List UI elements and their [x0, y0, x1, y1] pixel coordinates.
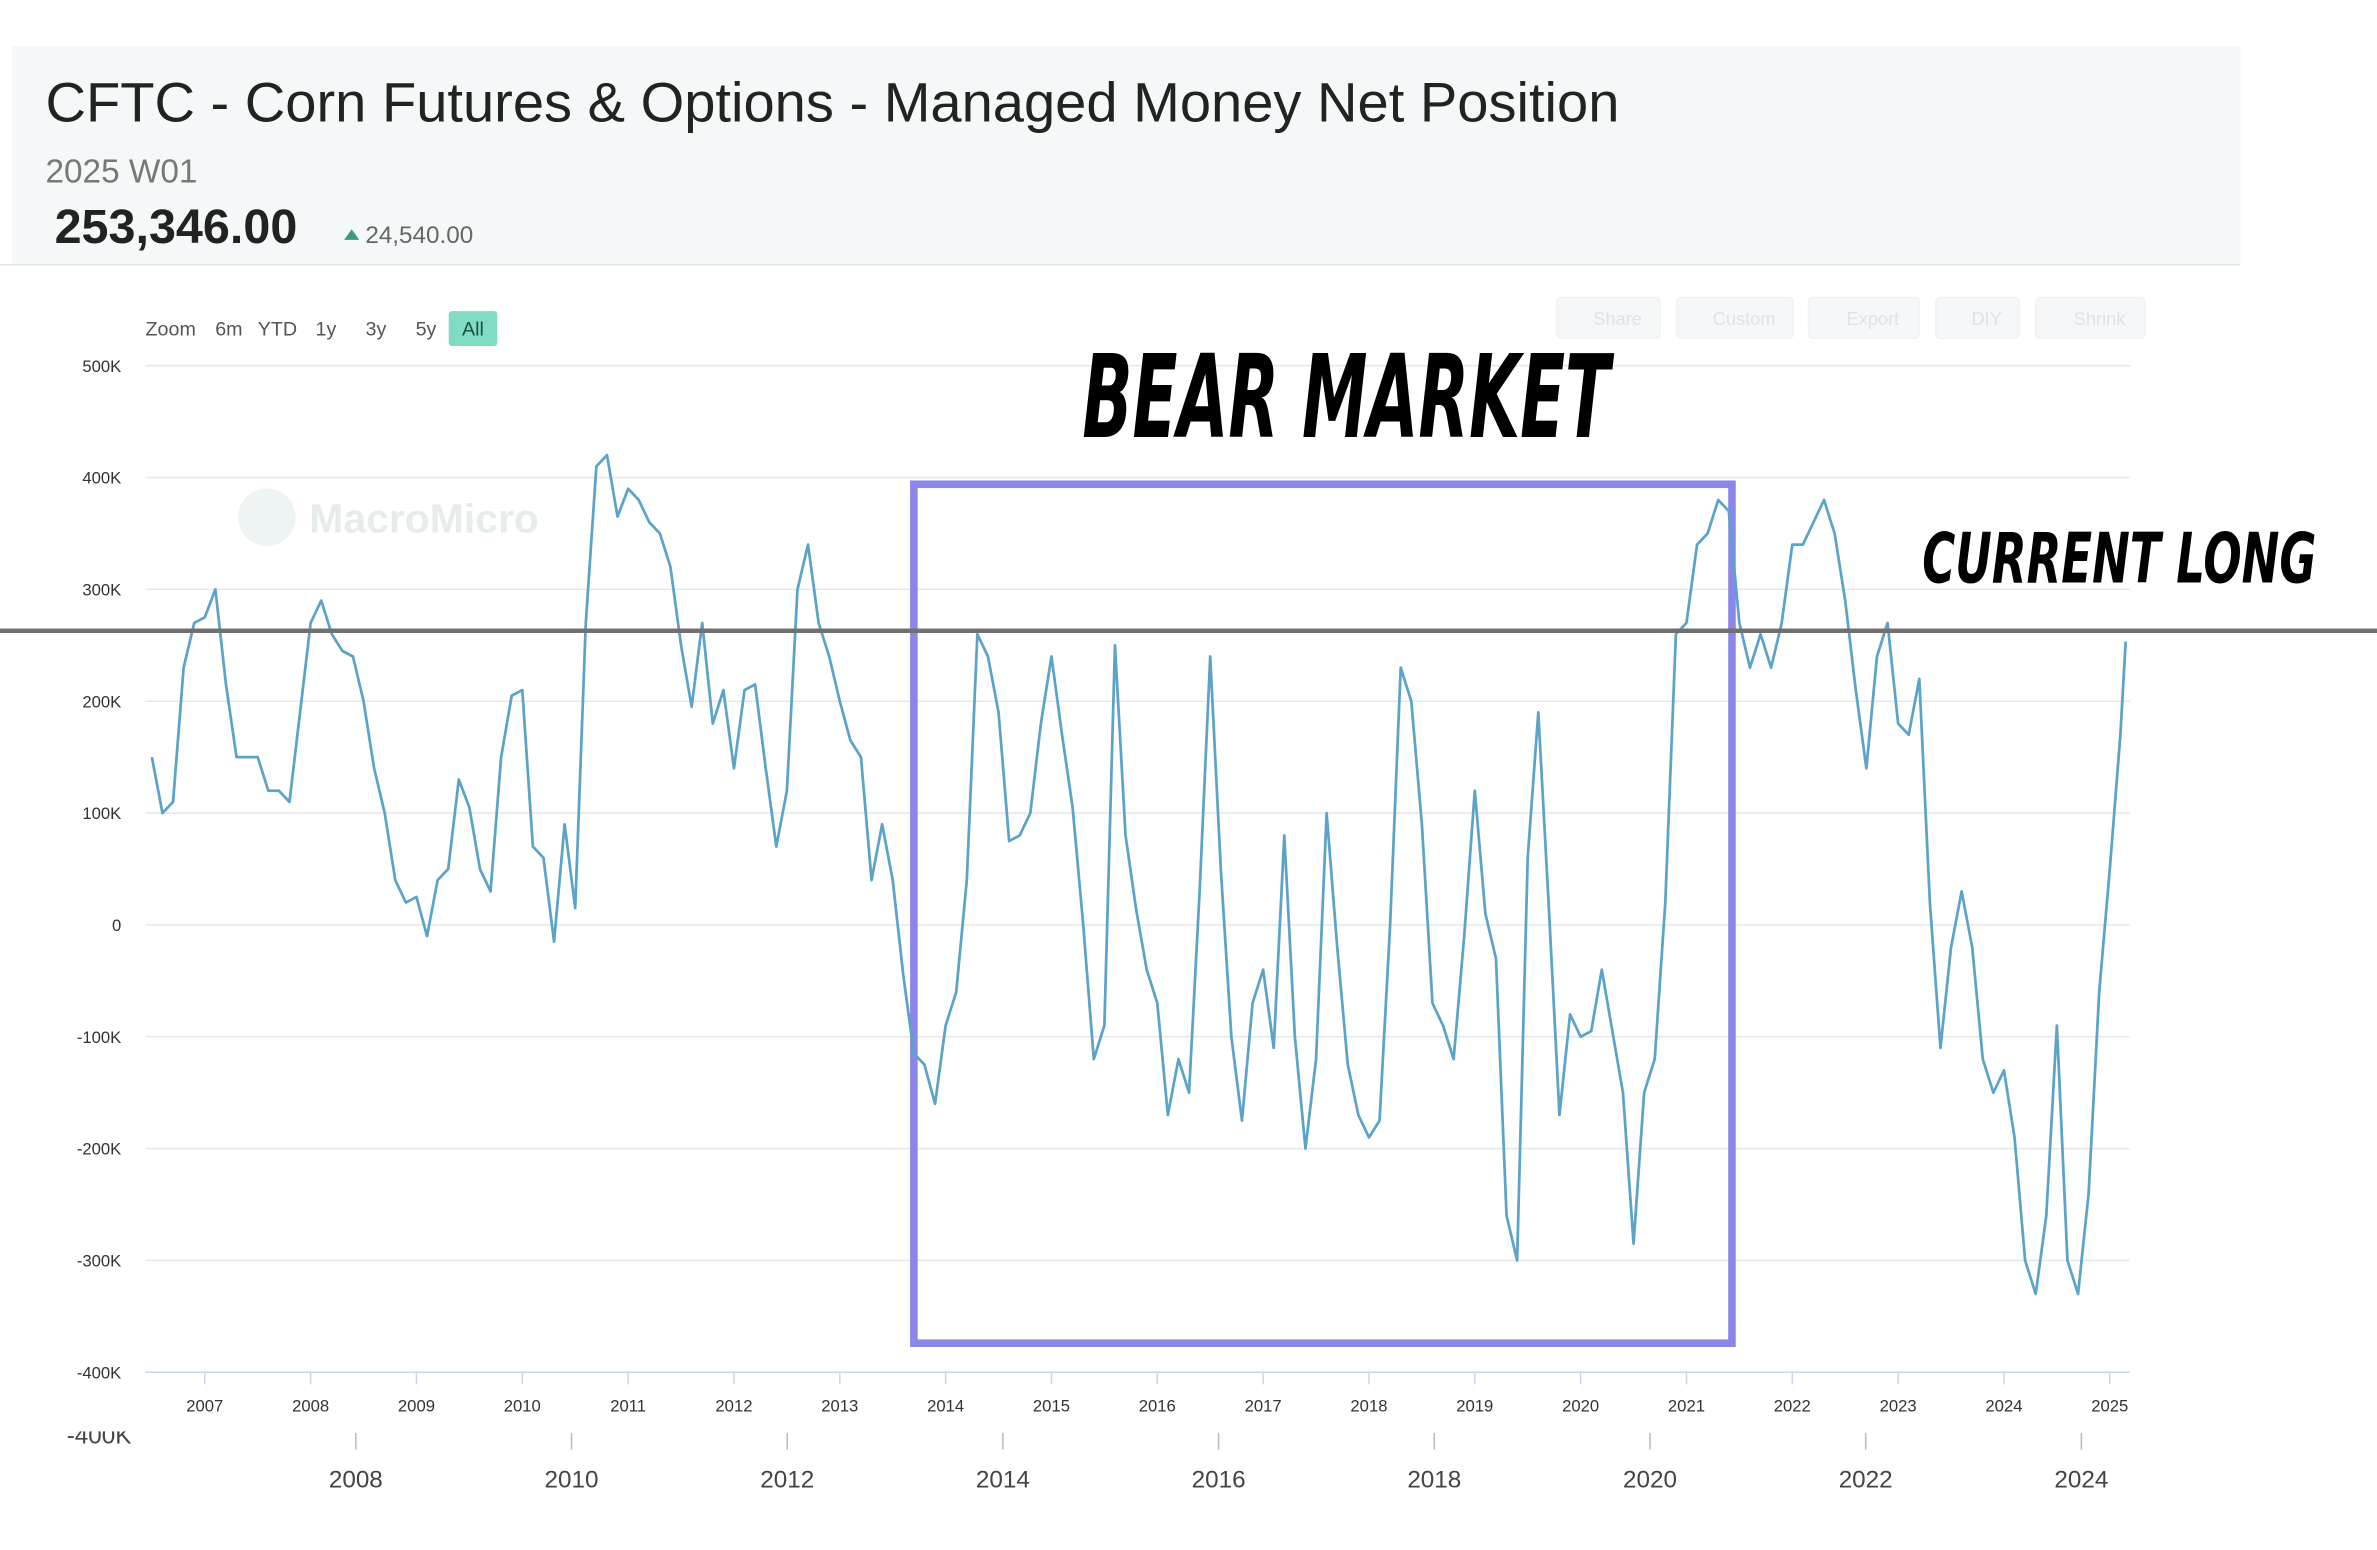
x-tick-label: 2015 [1033, 1397, 1070, 1416]
zoom-button[interactable]: 5y [416, 318, 437, 340]
x-tick-label: 2007 [186, 1397, 223, 1416]
watermark: MacroMicro [238, 488, 539, 547]
x-tick-label: 2008 [292, 1397, 329, 1416]
y-tick-label: 0 [112, 916, 121, 935]
zoom-button-bg[interactable] [448, 311, 498, 346]
x-tick-label: 2017 [1245, 1397, 1282, 1416]
x2-tick-label: 2014 [976, 1466, 1030, 1493]
x-tick-label: 2016 [1139, 1397, 1176, 1416]
toolbar-button[interactable] [1935, 296, 2020, 340]
x-tick-label: 2023 [1880, 1397, 1917, 1416]
toolbar-button[interactable] [1807, 296, 1920, 340]
zoom-button[interactable]: All [462, 318, 484, 340]
bear-market-label: BEAR MARKET [1082, 331, 1614, 465]
x-tick-label: 2009 [398, 1397, 435, 1416]
x-tick-label: 2024 [1985, 1397, 2022, 1416]
x-tick-label: 2014 [927, 1397, 964, 1416]
x2-tick-label: 2020 [1623, 1466, 1677, 1493]
zoom-button[interactable]: 6m [215, 318, 242, 340]
toolbar-button-label[interactable]: Shrink [2074, 309, 2126, 329]
x2-tick-label: 2016 [1192, 1466, 1246, 1493]
axis-mask [0, 1410, 152, 1432]
header-panel [12, 45, 2241, 265]
y-tick-label: 100K [82, 804, 121, 823]
data-line [150, 453, 2128, 1296]
latest-change: 24,540.00 [365, 222, 473, 249]
y-tick-label: -300K [77, 1252, 121, 1271]
current-long-label: CURRENT LONG [1922, 518, 2316, 599]
toolbar-button-label[interactable]: Custom [1713, 309, 1776, 329]
y-tick-label: 400K [82, 469, 121, 488]
zoom-button[interactable]: 3y [366, 318, 387, 340]
watermark-text: MacroMicro [309, 495, 539, 541]
x-tick-label: 2021 [1668, 1397, 1705, 1416]
y-tick-label: -200K [77, 1140, 121, 1159]
change-arrow [344, 229, 360, 240]
toolbar-button-label[interactable]: Share [1593, 309, 1642, 329]
latest-value: 253,346.00 [55, 200, 298, 254]
x2-tick-label: 2018 [1407, 1466, 1461, 1493]
zoom-label: Zoom [146, 318, 196, 340]
y-tick-label: 500K [82, 357, 121, 376]
x-tick-label: 2010 [504, 1397, 541, 1416]
x-tick-label: 2012 [715, 1397, 752, 1416]
x-tick-label: 2025 [2091, 1397, 2128, 1416]
chart-title: CFTC - Corn Futures & Options - Managed … [45, 71, 1619, 134]
y-tick-label: 300K [82, 580, 121, 599]
watermark-logo [238, 488, 296, 547]
x2-tick-label: 2012 [760, 1466, 814, 1493]
x2-tick-label: 2024 [2054, 1466, 2108, 1493]
zoom-button[interactable]: 1y [316, 318, 337, 340]
x-tick-label: 2013 [821, 1397, 858, 1416]
toolbar-button-label[interactable]: Export [1847, 309, 1900, 329]
x-tick-label: 2011 [610, 1397, 646, 1416]
y-tick-label: -100K [77, 1028, 121, 1047]
x-tick-label: 2022 [1774, 1397, 1811, 1416]
zoom-button[interactable]: YTD [258, 318, 297, 340]
toolbar-button[interactable] [1556, 296, 1661, 340]
chart-subtitle: 2025 W01 [45, 153, 197, 190]
y-tick-label: 200K [82, 692, 121, 711]
x2-tick-label: 2022 [1839, 1466, 1893, 1493]
y-tick-label: -400K [77, 1363, 121, 1382]
toolbar-button-label[interactable]: DIY [1971, 309, 2001, 329]
toolbar-button[interactable] [2035, 296, 2146, 340]
x-tick-label: 2019 [1456, 1397, 1493, 1416]
x-tick-label: 2018 [1350, 1397, 1387, 1416]
x-tick-label: 2020 [1562, 1397, 1599, 1416]
bear-market-box [910, 480, 1736, 1347]
x2-tick-label: 2008 [329, 1466, 383, 1493]
x2-tick-label: 2010 [545, 1466, 599, 1493]
toolbar-button[interactable] [1675, 296, 1795, 340]
